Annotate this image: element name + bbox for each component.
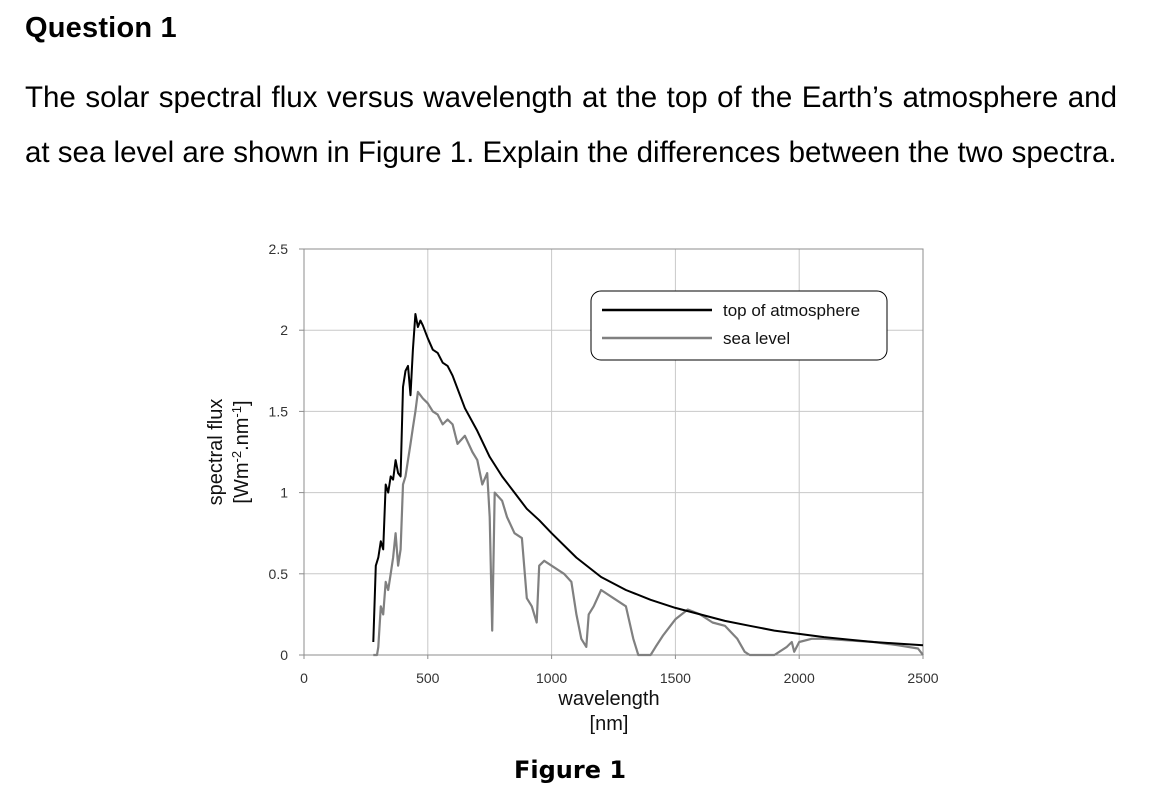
x-tick-label: 2500 <box>907 670 938 686</box>
y-tick-label: 2.5 <box>269 241 289 257</box>
plot-area-border <box>303 248 924 656</box>
y-tick-label: 2 <box>280 322 288 338</box>
x-tick-label: 500 <box>416 670 440 686</box>
x-tick-label: 1500 <box>660 670 691 686</box>
x-tick-label: 1000 <box>536 670 567 686</box>
y-axis-label: spectral flux [Wm-2.nm-1] <box>205 399 253 506</box>
question-title: Question 1 <box>25 12 177 44</box>
series-line-sea-level <box>373 390 924 657</box>
figure-caption: Figure 1 <box>513 756 627 784</box>
y-tick-label: 0 <box>280 647 288 663</box>
question-text: The solar spectral flux versus wavelengt… <box>25 81 1117 169</box>
legend-box <box>590 290 888 361</box>
y-tick-label: 0.5 <box>269 566 289 582</box>
legend: top of atmosphere sea level <box>590 290 888 361</box>
y-tick-label: 1 <box>280 485 288 501</box>
x-tick-label: 0 <box>300 670 308 686</box>
y-axis-label-line-1: spectral flux <box>205 399 227 506</box>
series-line-top-of-atmosphere <box>372 313 924 647</box>
x-axis-label-line-2: [nm] <box>590 713 629 735</box>
y-axis-label-line-2: [Wm-2.nm-1] <box>229 400 253 503</box>
y-tick-label: 1.5 <box>269 403 289 419</box>
x-tick-label: 2000 <box>784 670 815 686</box>
legend-label-sea-level: sea level <box>723 329 790 348</box>
x-axis-label-line-1: wavelength <box>557 688 659 710</box>
spectral-flux-chart: 0 500 1000 1500 2000 2500 0 0.5 1 1.5 2 2.5 top of… <box>205 241 939 735</box>
legend-label-top-of-atmosphere: top of atmosphere <box>723 301 860 320</box>
